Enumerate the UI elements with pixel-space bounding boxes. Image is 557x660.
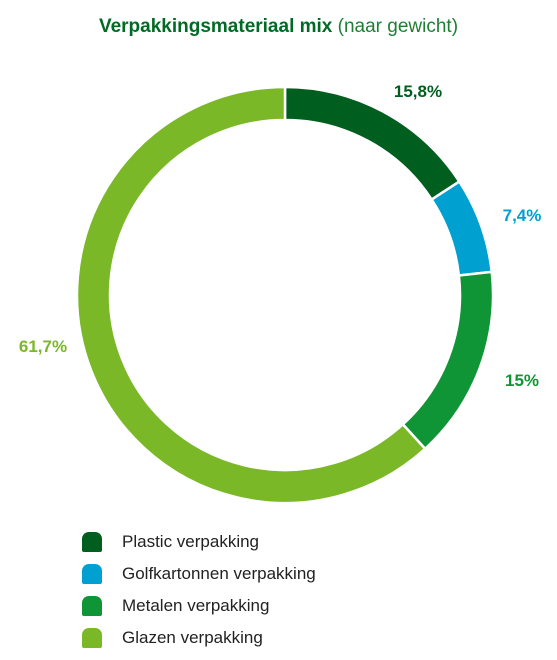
slice-label-4: 61,7% (19, 337, 67, 356)
donut-slice-1 (283, 85, 462, 202)
chart-title-sub: (naar gewicht) (337, 16, 459, 37)
legend-label: Glazen verpakking (122, 628, 263, 647)
chart-title-main: Verpakkingsmateriaal mix (98, 16, 333, 37)
legend-label: Metalen verpakking (122, 596, 270, 615)
legend-swatch-golfkarton (82, 564, 102, 584)
donut-slice-3 (401, 270, 495, 451)
donut-chart: 15,8% 7,4% 15% 61,7% (19, 82, 542, 505)
donut-slice-2 (429, 179, 494, 277)
legend-swatch-plastic (82, 532, 102, 552)
legend-swatch-metaal (82, 596, 102, 616)
legend-label: Golfkartonnen verpakking (122, 564, 316, 583)
slice-label-3: 15% (505, 371, 539, 390)
legend-swatch-glas (82, 628, 102, 648)
chart-title: Verpakkingsmateriaal mix (naar gewicht) (0, 16, 557, 38)
legend-label: Plastic verpakking (122, 532, 260, 551)
slice-label-1: 15,8% (394, 82, 442, 101)
slice-label-2: 7,4% (503, 206, 542, 225)
donut-slice-4 (75, 85, 427, 505)
